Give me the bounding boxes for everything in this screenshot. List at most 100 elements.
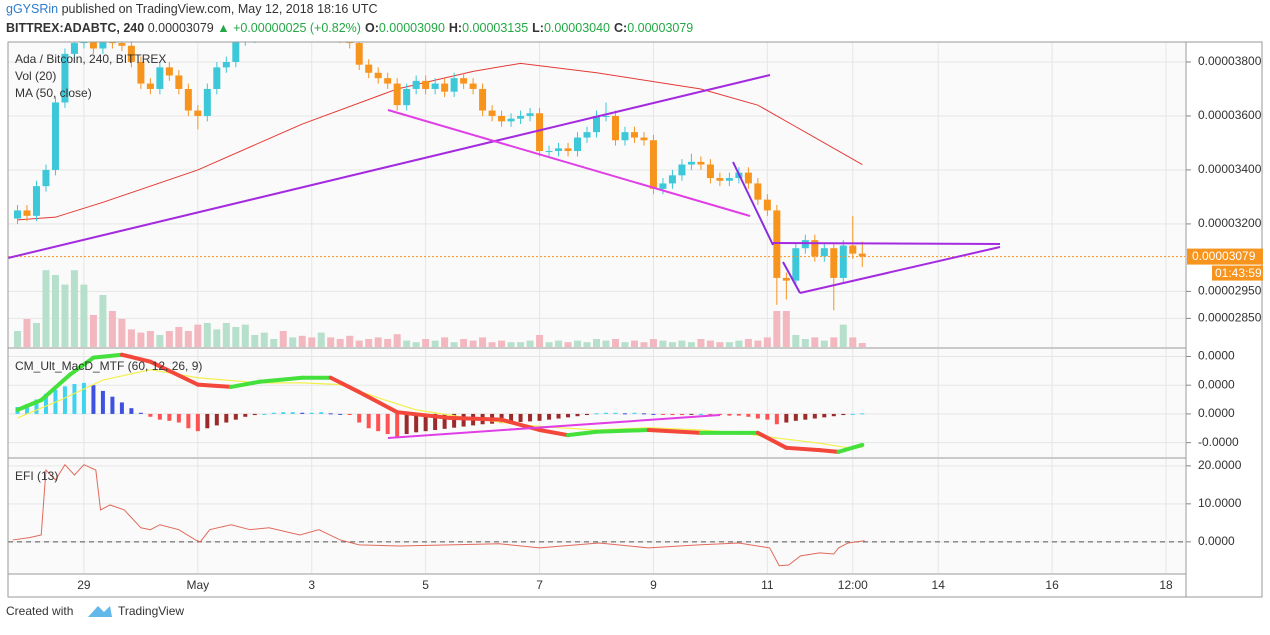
histogram-bar (338, 413, 343, 415)
volume-bar (118, 319, 126, 347)
macd-segment (257, 375, 305, 384)
candle-body (830, 248, 838, 278)
volume-bar (279, 331, 287, 347)
histogram-bar (774, 413, 779, 425)
volume-bar (384, 339, 392, 347)
symbol-line: BITTREX:ADABTC, 240 0.00003079 ▲ +0.0000… (6, 21, 693, 35)
volume-bar (232, 327, 240, 347)
volume-bar (336, 339, 344, 347)
countdown: 01:43:59 (1215, 266, 1262, 280)
footer-brand[interactable]: TradingView (118, 604, 184, 618)
histogram-bar (72, 384, 77, 414)
macd-segment (328, 375, 362, 395)
footer-text: Created with (6, 604, 73, 618)
candle-body (203, 88, 211, 116)
volume-bar (479, 337, 487, 347)
candle-body (649, 140, 657, 189)
histogram-bar (24, 404, 29, 414)
candle-body (507, 118, 515, 122)
macd-segment (784, 445, 822, 453)
border (7, 41, 1263, 598)
macd-segment (39, 372, 72, 403)
histogram-bar (81, 382, 86, 414)
volume-bar (374, 337, 382, 347)
macd-segment (836, 442, 865, 454)
volume-bar (108, 311, 116, 347)
x-tick-label: 14 (932, 578, 946, 592)
last-price-box (1187, 248, 1263, 265)
histogram-bar (395, 413, 400, 437)
candle-body (70, 43, 78, 54)
x-tick-label: 7 (536, 578, 543, 592)
candle-body (716, 178, 724, 181)
candle-body (346, 42, 354, 44)
macd-segment (229, 379, 262, 389)
volume-bar (42, 270, 50, 347)
legend: Vol (20) (15, 69, 56, 83)
candle-body (611, 115, 619, 141)
y-tick-label: 0.0000 (1198, 534, 1235, 548)
histogram-bar (319, 412, 324, 414)
x-tick-label: 3 (308, 578, 315, 592)
frame (7, 41, 1263, 598)
y-tick-label: 10.0000 (1198, 496, 1242, 510)
candle-body (744, 172, 752, 184)
volume-bar (687, 342, 695, 347)
histogram-bar (423, 413, 428, 432)
histogram-bar (575, 413, 580, 417)
volume-bar (61, 284, 69, 347)
macd-segment (67, 355, 96, 377)
volume-bar (222, 323, 230, 347)
volume-bar (678, 340, 686, 347)
histogram-bar (300, 412, 305, 414)
author[interactable]: gGYSRin (6, 2, 58, 16)
volume-bar (51, 275, 59, 347)
volume-bar (545, 342, 553, 347)
histogram-bar (641, 413, 646, 415)
candle-body (526, 113, 534, 116)
ohlc-value: 0.00003090 (379, 21, 445, 35)
candle-body (42, 169, 50, 187)
volume-bar (156, 335, 164, 347)
volume-bar (422, 339, 430, 347)
volume-bar (298, 335, 306, 347)
candle-body (725, 178, 733, 181)
histogram-bar (43, 393, 48, 414)
volume-bar (165, 331, 173, 347)
macd-segment (91, 352, 124, 360)
published: published on TradingView.com, May 12, 20… (62, 2, 378, 16)
histogram-bar (793, 413, 798, 421)
volume-bar (830, 337, 838, 347)
volume-bar (127, 329, 135, 347)
candle-body (820, 248, 828, 257)
y-tick-label: 0.00002850 (1198, 311, 1262, 325)
candle-body (849, 245, 857, 254)
volume-bar (23, 319, 31, 347)
macd-segment (119, 352, 153, 364)
histogram-bar (148, 413, 153, 417)
candle-body (23, 210, 31, 216)
histogram-bar (831, 413, 836, 417)
x-tick-label: 12:00 (838, 578, 868, 592)
histogram-bar (566, 413, 571, 418)
volume-bar (346, 335, 354, 347)
line (17, 62, 863, 221)
histogram-bar (651, 413, 656, 415)
volume-bar (365, 339, 373, 347)
candle-body (156, 67, 164, 89)
histogram-bar (603, 412, 608, 414)
candle-body (555, 148, 563, 152)
line (12, 463, 865, 567)
tv-logo[interactable] (88, 606, 112, 617)
ohlc: O:0.00003090 H:0.00003135 L:0.00003040 C:0.… (365, 21, 693, 35)
candle-body (621, 132, 629, 141)
volume-bar (99, 295, 107, 347)
candle-body (630, 132, 638, 138)
volume-bar (621, 342, 629, 347)
x-tick-label: 5 (422, 578, 429, 592)
histogram-bar (366, 413, 371, 429)
candle-body (593, 115, 600, 133)
y-tick-label: 0.00003600 (1198, 108, 1262, 122)
histogram-bar (442, 413, 447, 429)
histogram-bar (376, 413, 381, 432)
